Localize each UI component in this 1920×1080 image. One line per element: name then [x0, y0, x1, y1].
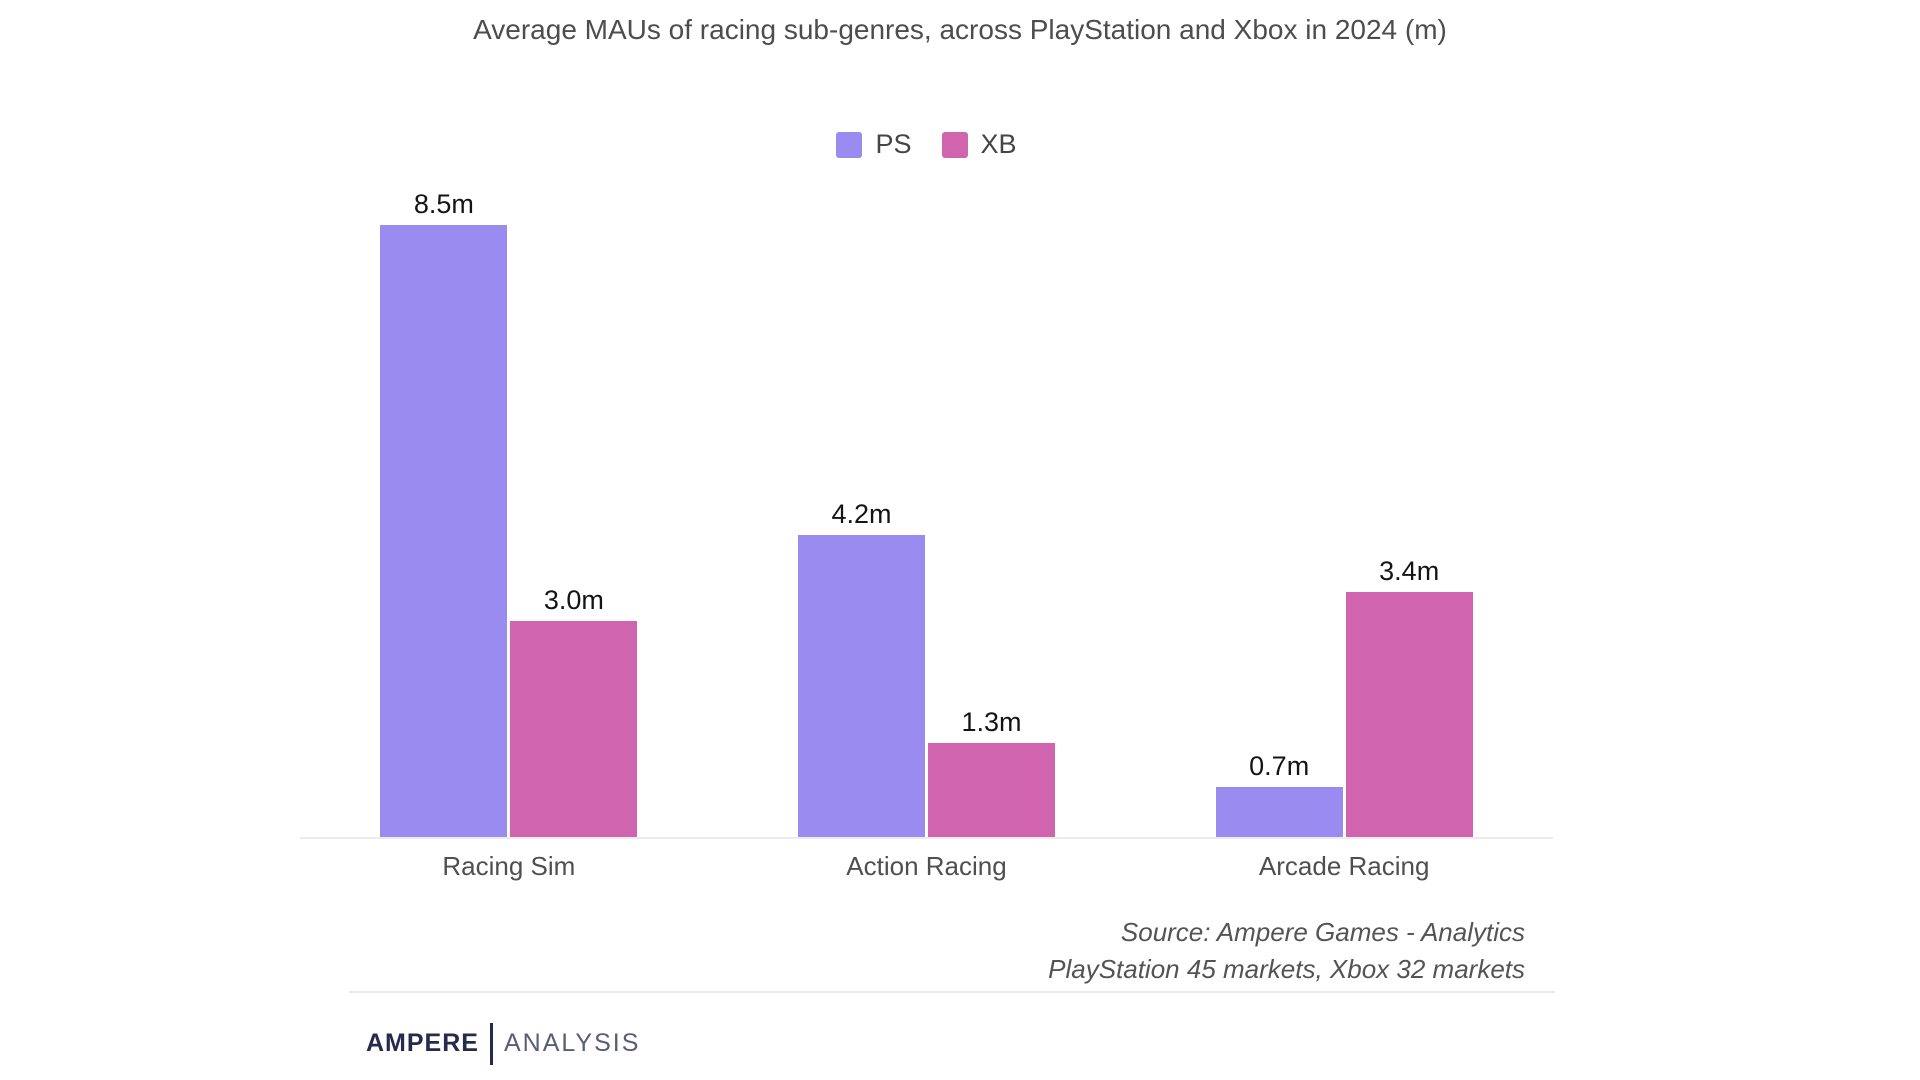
ampere-analysis-logo: AMPERE ANALYSIS: [366, 1022, 640, 1065]
bar-column-xb-arcade-racing: 3.4m: [1345, 556, 1473, 837]
bar-value-label-xb-racing-sim: 3.0m: [543, 585, 604, 615]
bar-xb-arcade-racing: [1345, 592, 1473, 837]
source-line-1: Source: Ampere Games - Analytics: [1120, 917, 1525, 947]
bar-column-ps-arcade-racing: 0.7m: [1215, 750, 1343, 837]
legend: PS XB: [300, 129, 1553, 160]
bar-value-label-ps-racing-sim: 8.5m: [413, 189, 474, 219]
footer-divider: [349, 991, 1555, 993]
category-group-action-racing: 4.2m 1.3m Action Racing: [718, 0, 1136, 881]
logo-brand-text: AMPERE: [366, 1029, 479, 1057]
bar-chart-plot: 8.5m 3.0m Racing Sim 4.2m 1.3m Action Racing 0…: [300, 0, 1553, 881]
source-note: Source: Ampere Games - Analytics PlaySta…: [1048, 914, 1525, 988]
legend-label-ps: PS: [875, 129, 912, 159]
legend-swatch-icon-xb: [941, 131, 968, 158]
bar-pair-racing-sim: 8.5m 3.0m: [380, 189, 638, 837]
source-line-2: PlayStation 45 markets, Xbox 32 markets: [1048, 954, 1525, 984]
bar-column-xb-action-racing: 1.3m: [928, 707, 1055, 837]
bar-xb-action-racing: [928, 743, 1055, 837]
bar-pair-arcade-racing: 0.7m 3.4m: [1215, 556, 1473, 837]
legend-label-xb: XB: [980, 129, 1017, 159]
bar-value-label-ps-action-racing: 4.2m: [831, 498, 892, 529]
category-label-racing-sim: Racing Sim: [442, 851, 576, 881]
bar-column-ps-action-racing: 4.2m: [798, 499, 925, 837]
logo-separator-bar: [489, 1022, 493, 1065]
bar-ps-action-racing: [798, 534, 925, 837]
bar-ps-arcade-racing: [1215, 786, 1343, 837]
legend-item-xb[interactable]: XB: [941, 129, 1017, 160]
bar-xb-racing-sim: [510, 621, 638, 837]
category-label-action-racing: Action Racing: [846, 851, 1007, 881]
bar-pair-action-racing: 4.2m 1.3m: [798, 499, 1055, 837]
category-label-arcade-racing: Arcade Racing: [1258, 851, 1430, 881]
logo-suffix-text: ANALYSIS: [503, 1029, 641, 1057]
bar-ps-racing-sim: [380, 225, 508, 837]
legend-item-ps[interactable]: PS: [836, 129, 912, 160]
legend-swatch-icon-ps: [836, 131, 863, 158]
chart-title: Average MAUs of racing sub-genres, acros…: [473, 14, 1447, 45]
bar-column-xb-racing-sim: 3.0m: [510, 585, 638, 837]
bar-value-label-xb-action-racing: 1.3m: [961, 707, 1022, 738]
x-axis-line: [300, 837, 1553, 839]
category-group-arcade-racing: 0.7m 3.4m Arcade Racing: [1135, 0, 1553, 881]
bar-value-label-xb-arcade-racing: 3.4m: [1379, 556, 1440, 587]
bar-column-ps-racing-sim: 8.5m: [380, 189, 508, 837]
bar-value-label-ps-arcade-racing: 0.7m: [1249, 750, 1310, 781]
category-group-racing-sim: 8.5m 3.0m Racing Sim: [300, 0, 718, 881]
